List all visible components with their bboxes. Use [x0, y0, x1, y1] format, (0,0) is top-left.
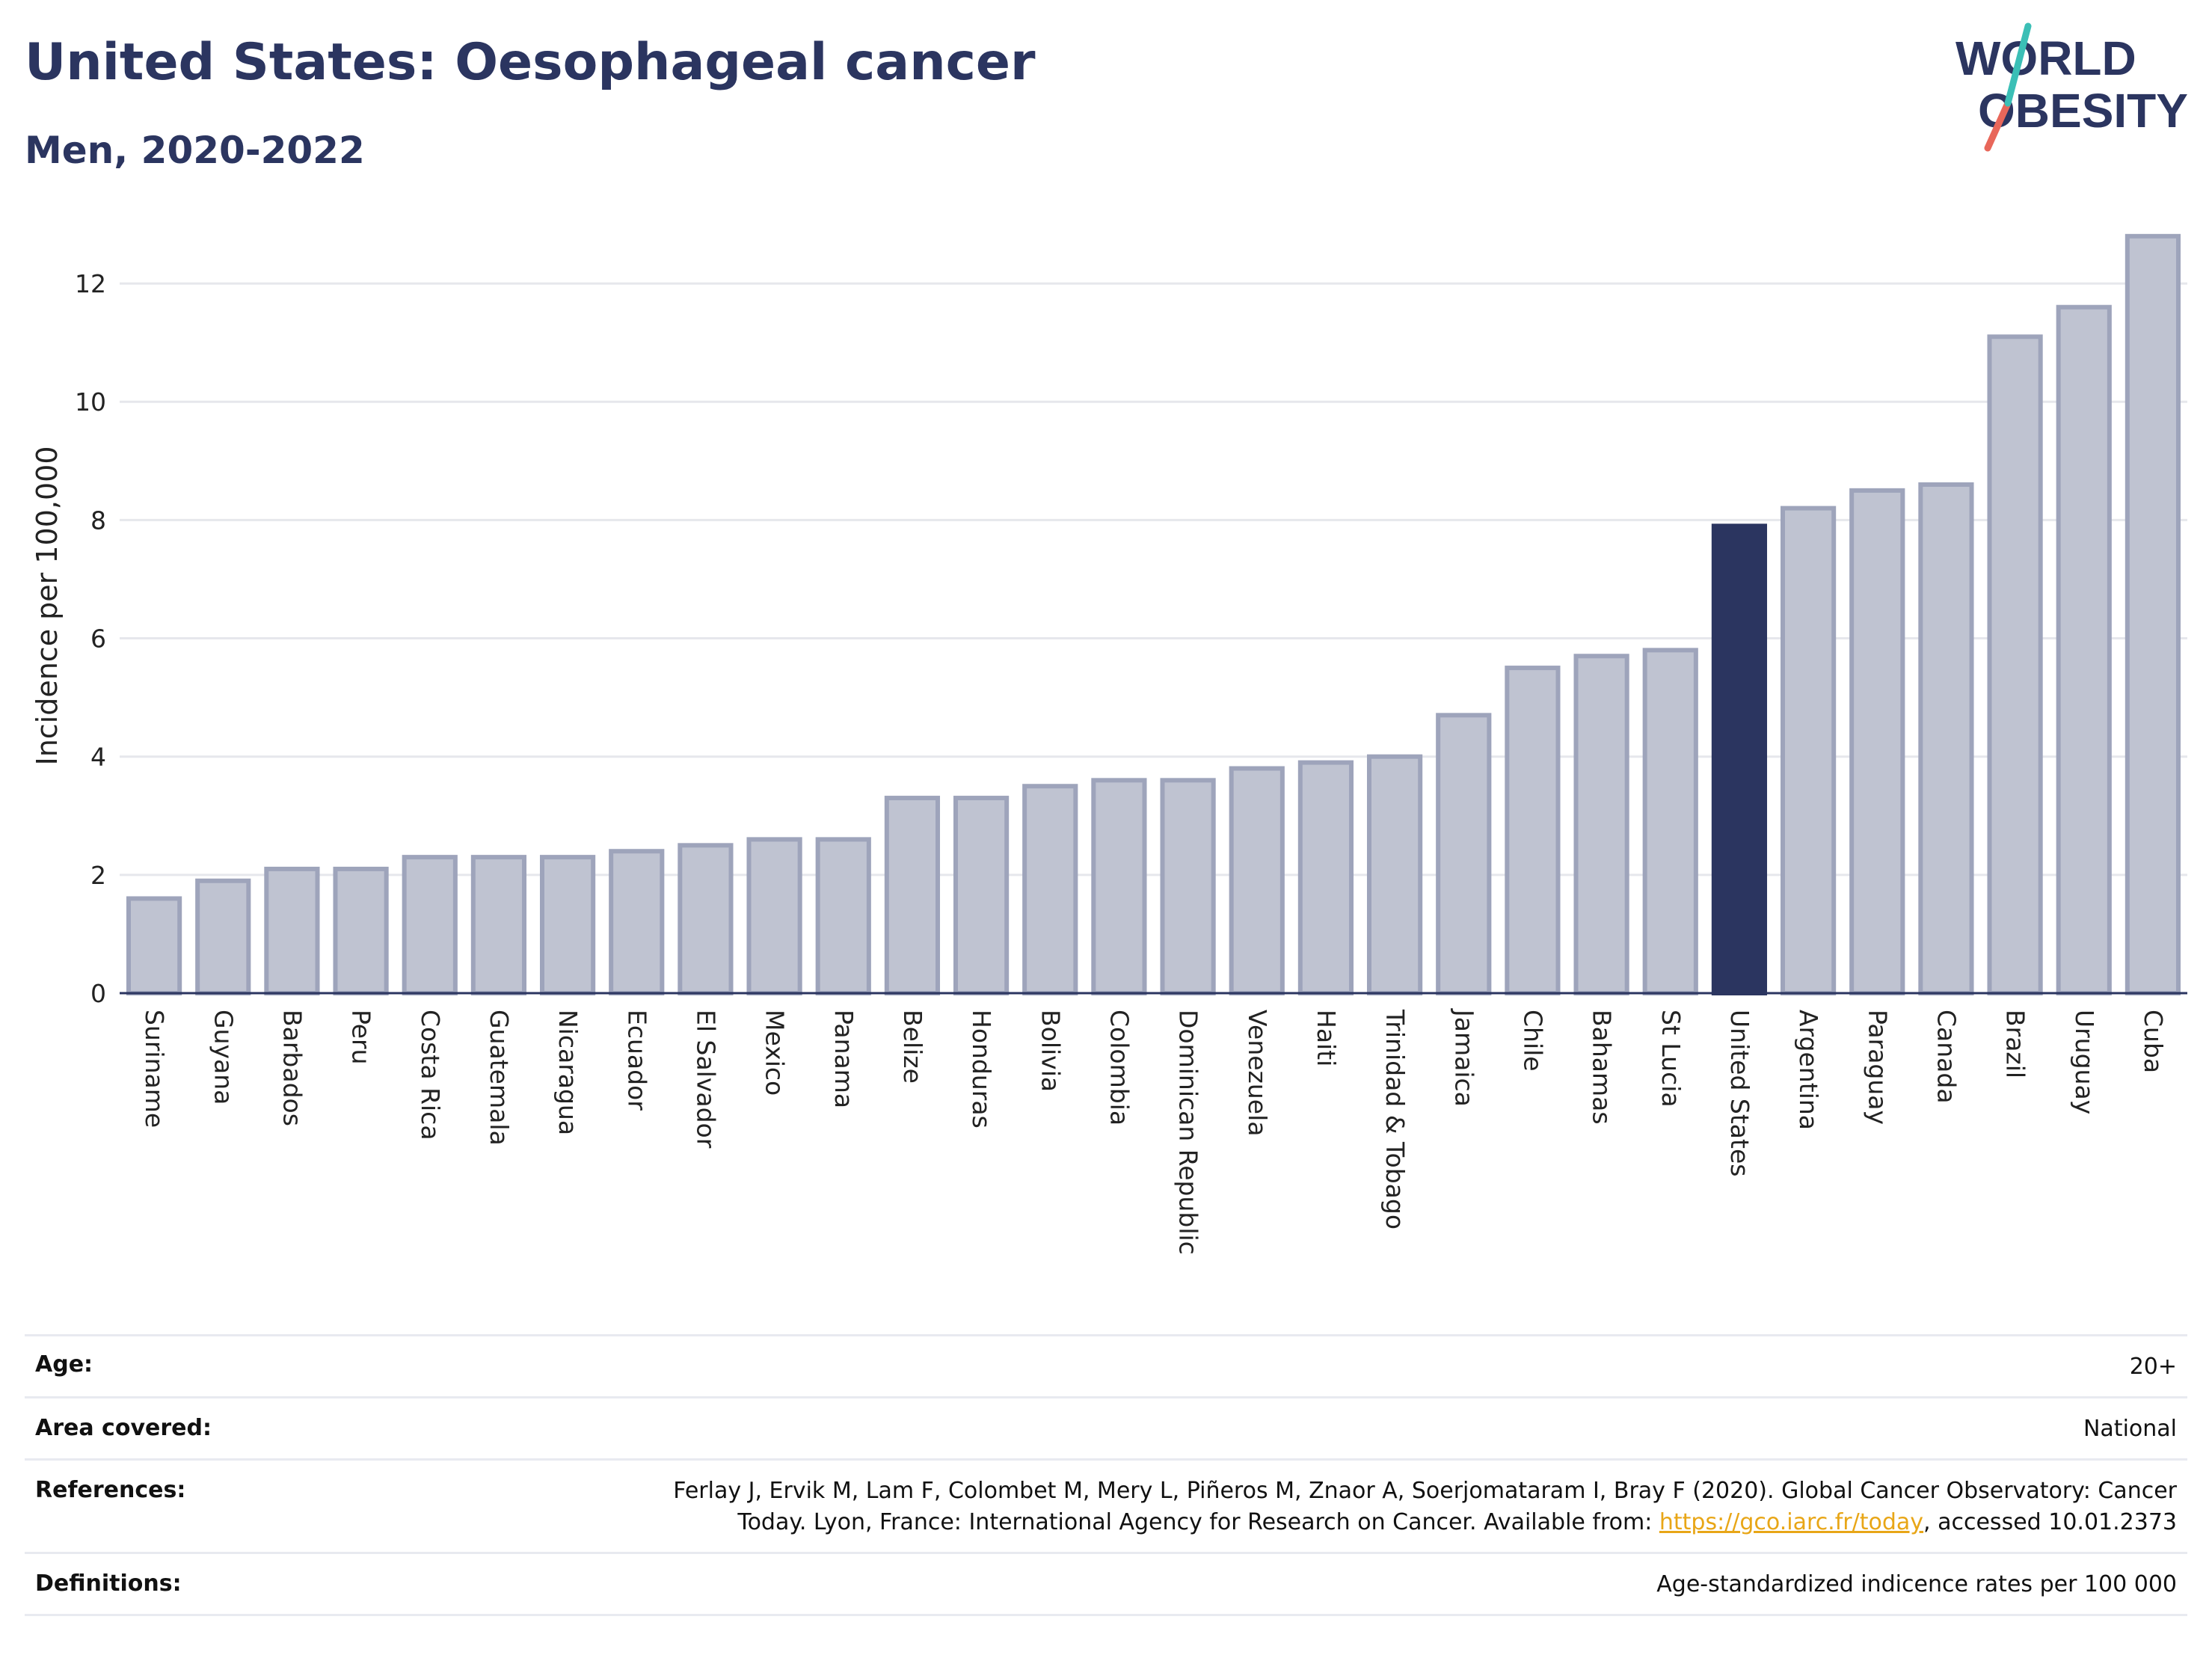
references-label: References:: [35, 1477, 186, 1503]
world-obesity-logo: WORLD OBESITY: [1956, 22, 2188, 152]
x-tick-label: Canada: [1932, 1010, 1961, 1104]
x-tick-label: Haiti: [1312, 1010, 1341, 1066]
x-tick-label: Mexico: [761, 1010, 790, 1096]
bar-chart: 0 2 4 6 8 10 12 Suriname Guyana Barbados Peru Cost…: [31, 233, 2187, 1255]
y-tick-label: 12: [75, 269, 106, 298]
x-axis-labels: Suriname Guyana Barbados Peru Costa Rica Guat…: [140, 1008, 2168, 1255]
bar-dominican-republic: [1160, 778, 1216, 996]
x-tick-label: Honduras: [967, 1010, 996, 1129]
references-line1: Ferlay J, Ervik M, Lam F, Colombet M, Me…: [673, 1478, 2177, 1504]
references-line2-pre: Today. Lyon, France: International Agenc…: [737, 1509, 1659, 1535]
x-tick-label: Cuba: [2139, 1010, 2168, 1073]
references-line2-post: , accessed 10.01.2373: [1923, 1509, 2177, 1535]
logo-line1: WORLD: [1956, 31, 2136, 85]
y-tick-label: 10: [75, 387, 106, 417]
info-row-definitions: Definitions: Age-standardized indicence …: [25, 1552, 2187, 1616]
x-tick-label: El Salvador: [691, 1010, 720, 1149]
x-tick-label: Trinidad & Tobago: [1380, 1009, 1410, 1229]
x-tick-label: Venezuela: [1243, 1010, 1272, 1136]
bar-chile: [1505, 666, 1561, 995]
bar-ecuador: [609, 849, 665, 995]
logo-slash-red: [1984, 99, 2012, 152]
bar-suriname: [126, 896, 182, 996]
x-tick-label: Costa Rica: [416, 1010, 445, 1140]
info-table: Age: 20+ Area covered: National Referenc…: [25, 1334, 2187, 1616]
references-link[interactable]: https://gco.iarc.fr/today: [1659, 1509, 1924, 1535]
bar-mexico: [746, 837, 802, 996]
bar-honduras: [953, 796, 1010, 995]
bar-united-states: [1711, 523, 1768, 995]
age-value: 20+: [2129, 1354, 2177, 1380]
bar-bolivia: [1022, 784, 1078, 995]
bar-venezuela: [1229, 766, 1285, 995]
bar-guatemala: [470, 855, 527, 995]
bar-barbados: [264, 866, 320, 996]
x-tick-label: Paraguay: [1863, 1010, 1892, 1125]
x-tick-label: Uruguay: [2070, 1010, 2099, 1114]
x-tick-label: Panama: [829, 1010, 858, 1108]
bar-trinidad-tobago: [1366, 754, 1423, 995]
definitions-value: Age-standardized indicence rates per 100…: [1656, 1571, 2177, 1597]
references-line2: Today. Lyon, France: International Agenc…: [569, 1507, 2177, 1538]
definitions-label: Definitions:: [35, 1570, 182, 1597]
bar-paraguay: [1849, 488, 1905, 995]
x-tick-label: Nicaragua: [553, 1010, 583, 1135]
bar-el-salvador: [678, 843, 734, 996]
bar-brazil: [1987, 334, 2043, 995]
area-value: National: [2083, 1416, 2177, 1442]
age-label: Age:: [35, 1351, 93, 1378]
page-title: United States: Oesophageal cancer: [25, 33, 1036, 92]
y-axis-title: Incidence per 100,000: [31, 446, 64, 765]
x-tick-label: Argentina: [1794, 1010, 1823, 1130]
x-tick-label: Peru: [347, 1010, 376, 1065]
bar-belize: [884, 796, 941, 995]
x-tick-label: Guatemala: [485, 1010, 514, 1146]
y-axis-ticks: 0 2 4 6 8 10 12: [75, 269, 106, 1008]
x-tick-label: Jamaica: [1449, 1008, 1478, 1107]
bar-bahamas: [1573, 654, 1629, 995]
x-tick-label: Suriname: [140, 1010, 169, 1128]
y-tick-label: 2: [90, 861, 106, 890]
y-tick-label: 8: [90, 506, 106, 535]
x-tick-label: Barbados: [277, 1010, 307, 1126]
bar-peru: [333, 866, 389, 996]
x-tick-label: United States: [1725, 1010, 1754, 1176]
logo-slash-teal: [2004, 22, 2032, 107]
bar-cuba: [2125, 233, 2181, 996]
bar-guyana: [195, 878, 251, 996]
bar-canada: [1918, 482, 1974, 995]
bar-costa-rica: [402, 855, 458, 995]
x-tick-label: Chile: [1518, 1010, 1547, 1072]
grid-lines: [120, 282, 2187, 876]
info-row-area: Area covered: National: [25, 1396, 2187, 1458]
bar-nicaragua: [539, 855, 596, 995]
bar-panama: [815, 837, 871, 996]
x-tick-label: Belize: [898, 1010, 927, 1084]
bar-jamaica: [1436, 713, 1492, 995]
x-tick-label: Guyana: [209, 1010, 238, 1105]
area-label: Area covered:: [35, 1415, 212, 1441]
info-row-age: Age: 20+: [25, 1334, 2187, 1396]
info-row-references: References: Ferlay J, Ervik M, Lam F, Co…: [25, 1458, 2187, 1552]
x-tick-label: Dominican Republic: [1174, 1010, 1203, 1255]
bar-argentina: [1780, 506, 1837, 995]
x-tick-label: Bolivia: [1036, 1010, 1065, 1092]
bar-haiti: [1297, 760, 1354, 995]
x-tick-label: Ecuador: [622, 1010, 651, 1111]
bar-st-lucia: [1642, 648, 1698, 995]
bar-colombia: [1091, 778, 1147, 996]
x-tick-label: Bahamas: [1588, 1010, 1617, 1125]
y-tick-label: 0: [90, 979, 106, 1008]
bar-uruguay: [2056, 304, 2112, 995]
x-tick-label: Colombia: [1105, 1010, 1134, 1126]
x-tick-label: St Lucia: [1656, 1010, 1686, 1108]
x-tick-label: Brazil: [2001, 1010, 2030, 1078]
y-tick-label: 4: [90, 743, 106, 772]
page-subtitle: Men, 2020-2022: [25, 129, 365, 172]
y-tick-label: 6: [90, 624, 106, 654]
bars: [126, 233, 2181, 996]
